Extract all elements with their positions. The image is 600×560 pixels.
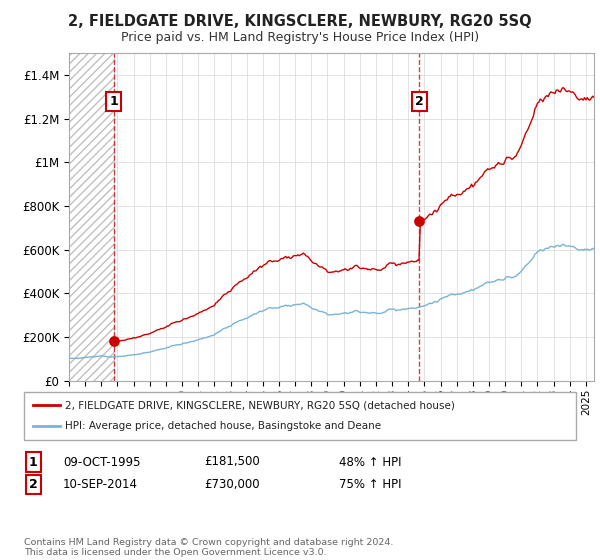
Text: HPI: Average price, detached house, Basingstoke and Deane: HPI: Average price, detached house, Basi… bbox=[65, 421, 381, 431]
Point bbox=[415, 217, 424, 226]
Text: 10-SEP-2014: 10-SEP-2014 bbox=[63, 478, 138, 491]
Text: 48% ↑ HPI: 48% ↑ HPI bbox=[339, 455, 401, 469]
Text: Contains HM Land Registry data © Crown copyright and database right 2024.
This d: Contains HM Land Registry data © Crown c… bbox=[24, 538, 394, 557]
Text: 09-OCT-1995: 09-OCT-1995 bbox=[63, 455, 140, 469]
Text: 2, FIELDGATE DRIVE, KINGSCLERE, NEWBURY, RG20 5SQ (detached house): 2, FIELDGATE DRIVE, KINGSCLERE, NEWBURY,… bbox=[65, 400, 455, 410]
Text: Price paid vs. HM Land Registry's House Price Index (HPI): Price paid vs. HM Land Registry's House … bbox=[121, 31, 479, 44]
Bar bbox=[69, 53, 114, 381]
Text: 75% ↑ HPI: 75% ↑ HPI bbox=[339, 478, 401, 491]
Text: 2: 2 bbox=[415, 95, 424, 108]
Text: 2, FIELDGATE DRIVE, KINGSCLERE, NEWBURY, RG20 5SQ: 2, FIELDGATE DRIVE, KINGSCLERE, NEWBURY,… bbox=[68, 14, 532, 29]
Text: £730,000: £730,000 bbox=[204, 478, 260, 491]
Text: 1: 1 bbox=[29, 455, 37, 469]
Text: £181,500: £181,500 bbox=[204, 455, 260, 469]
Text: 1: 1 bbox=[110, 95, 118, 108]
Point bbox=[109, 337, 119, 346]
Text: 2: 2 bbox=[29, 478, 37, 491]
